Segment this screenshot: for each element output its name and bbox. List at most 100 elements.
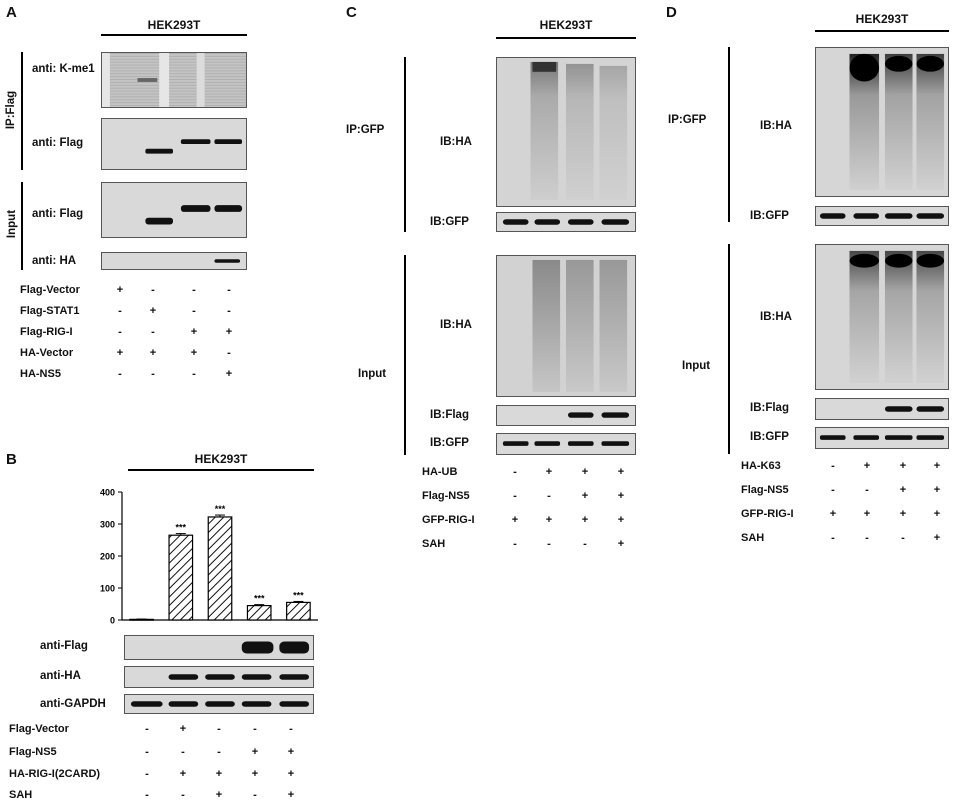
condition-label: SAH [9,789,33,801]
condition-sign: - [513,490,517,502]
condition-label: Flag-NS5 [741,484,789,496]
y-tick-label: 300 [100,520,115,530]
condition-label: HA-Vector [20,347,74,359]
condition-sign: + [581,490,589,502]
condition-sign: + [617,490,625,502]
condition-sign: - [151,326,155,338]
y-tick-label: 200 [100,552,115,562]
panel-b-letter: B [6,451,17,468]
panel-d-input-ha-blot [815,244,949,390]
condition-sign: + [179,723,187,735]
panel-d-input-bracket [728,244,730,454]
panel-c-ip-label: IP:GFP [346,124,385,136]
condition-sign: + [190,326,198,338]
condition-label: Flag-RIG-I [20,326,73,338]
panel-c-ip-gfp-blot [496,212,636,232]
condition-sign: - [118,326,122,338]
condition-sign: - [253,789,257,801]
condition-label: SAH [422,538,446,550]
condition-sign: - [145,746,149,758]
panel-c-cell-line: HEK293T [539,18,593,32]
panel-b-blot-label: anti-HA [40,670,81,682]
condition-sign: + [287,768,295,780]
panel-d-ip-label: IP:GFP [668,114,707,126]
condition-sign: - [151,284,155,296]
condition-sign: + [215,789,223,801]
condition-sign: - [865,484,869,496]
condition-sign: + [617,466,625,478]
bar [168,534,194,621]
condition-sign: - [192,305,196,317]
condition-sign: + [190,347,198,359]
panel-d-input-gfp-blot [815,427,949,449]
condition-sign: - [145,723,149,735]
condition-sign: - [289,723,293,735]
panel-a-ha-blot [101,252,247,270]
panel-a-ip-label: IP:Flag [5,90,17,130]
condition-sign: + [933,484,941,496]
condition-label: GFP-RIG-I [422,514,475,526]
condition-sign: + [545,466,553,478]
panel-d-blot-label: IB:HA [760,120,792,132]
condition-label: Flag-STAT1 [20,305,80,317]
chart-ticks: 0 100 200 300 400 [100,488,122,626]
panel-b-header-line [128,469,314,471]
condition-sign: - [831,460,835,472]
condition-sign: + [215,768,223,780]
panel-c-input-label: Input [358,368,387,380]
panel-a-input-label: Input [6,209,18,239]
panel-b-blot-label: anti-GAPDH [40,698,106,710]
condition-sign: - [118,368,122,380]
condition-sign: - [227,347,231,359]
condition-label: Flag-NS5 [422,490,470,502]
condition-sign: - [831,484,835,496]
condition-sign: - [151,368,155,380]
condition-label: Flag-Vector [20,284,80,296]
condition-sign: + [149,305,157,317]
condition-sign: - [227,284,231,296]
panel-c-blot-label: IB:GFP [430,216,469,228]
panel-c-input-bracket [404,255,406,455]
condition-sign: - [547,490,551,502]
condition-sign: - [513,466,517,478]
condition-sign: + [581,466,589,478]
significance-label: *** [254,594,265,604]
panel-d-ip-ha-blot [815,47,949,197]
panel-a-blot-label: anti: HA [32,255,77,267]
condition-sign: + [116,347,124,359]
panel-c-blot-label: IB:Flag [430,409,469,421]
bar [246,604,272,621]
condition-label: HA-RIG-I(2CARD) [9,768,101,780]
condition-sign: + [251,746,259,758]
condition-label: HA-NS5 [20,368,61,380]
panel-a-cell-line: HEK293T [147,18,201,32]
panel-c-input-flag-blot [496,405,636,426]
significance-label: *** [215,504,226,514]
condition-sign: + [149,347,157,359]
condition-sign: + [899,460,907,472]
bar [207,516,233,621]
condition-sign: - [831,532,835,544]
condition-sign: + [933,532,941,544]
significance-label: *** [293,590,304,600]
condition-sign: + [225,368,233,380]
condition-sign: - [865,532,869,544]
condition-sign: + [225,326,233,338]
panel-a-input-bracket [21,182,23,270]
panel-c-blot-label: IB:HA [440,136,472,148]
condition-sign: + [933,508,941,520]
panel-d-ip-gfp-blot [815,206,949,226]
condition-sign: + [863,508,871,520]
panel-c-letter: C [346,4,357,21]
condition-label: HA-UB [422,466,458,478]
condition-sign: - [513,538,517,550]
condition-sign: - [192,368,196,380]
condition-sign: + [899,508,907,520]
panel-a-header-line [101,34,247,36]
panel-a-kme1-blot [101,52,247,108]
panel-c-input-ha-blot [496,255,636,397]
panel-c-header-line [496,37,636,39]
panel-d-cell-line: HEK293T [855,12,909,26]
panel-a-blot-label: anti: K-me1 [32,63,95,75]
panel-b-bar-chart: 0 100 200 300 400 *** *** *** *** [100,488,318,626]
